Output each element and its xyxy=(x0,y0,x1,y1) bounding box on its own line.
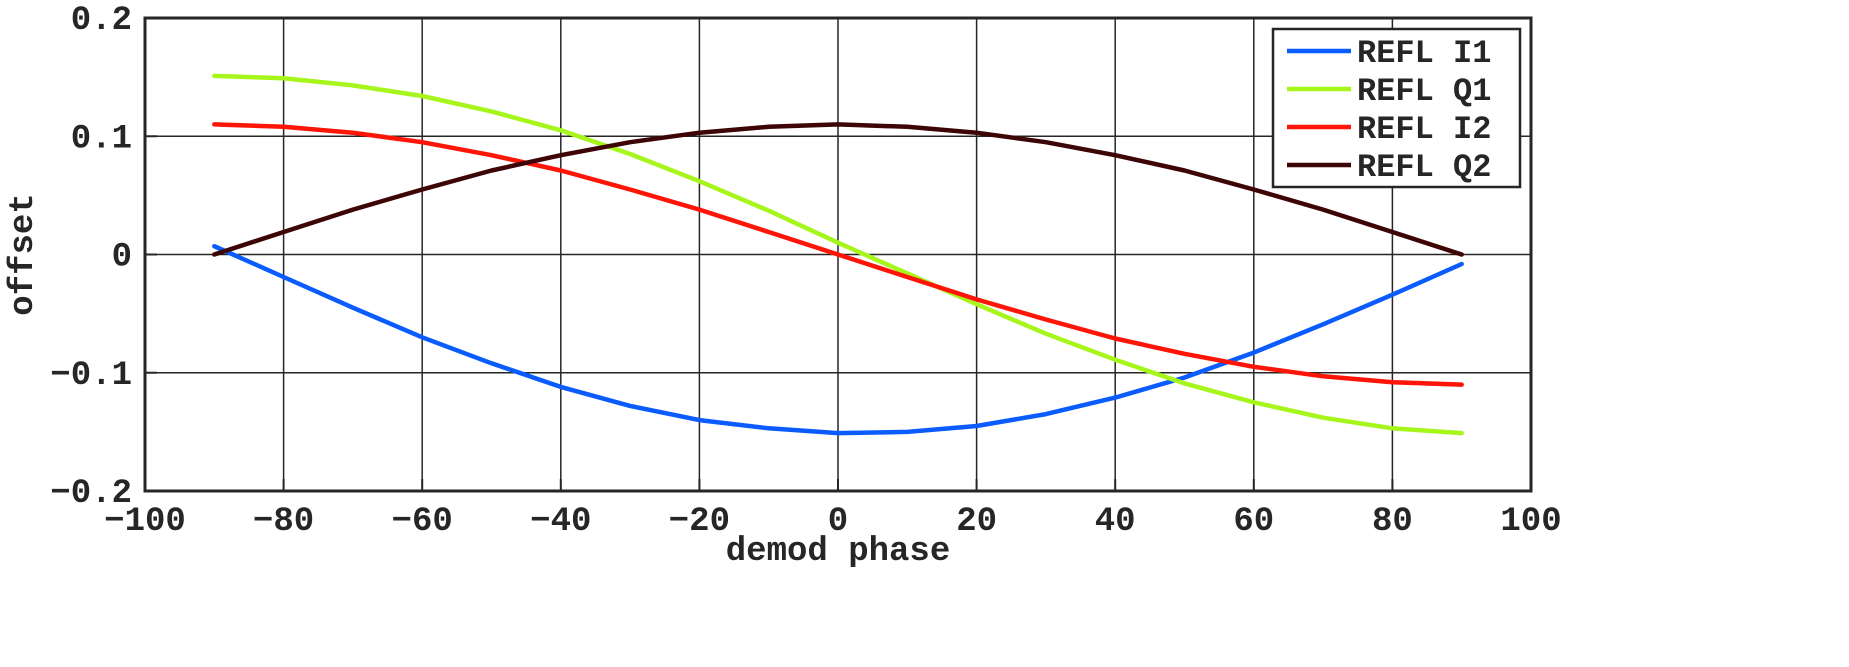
legend-label-refl-i1: REFL I1 xyxy=(1357,35,1491,72)
y-axis-label: offset xyxy=(5,193,43,315)
y-tick-label: −0.1 xyxy=(50,357,132,395)
x-tick-label: −80 xyxy=(253,503,314,541)
x-tick-label: −100 xyxy=(104,503,186,541)
legend-label-refl-i2: REFL I2 xyxy=(1357,111,1491,148)
x-tick-label: 80 xyxy=(1372,503,1413,541)
legend-label-refl-q1: REFL Q1 xyxy=(1357,73,1491,110)
x-tick-label: 0 xyxy=(828,503,848,541)
legend-label-refl-q2: REFL Q2 xyxy=(1357,149,1491,186)
y-tick-label: 0 xyxy=(112,239,132,277)
x-tick-label: −20 xyxy=(669,503,730,541)
x-axis-ticks: −100 −80 −60 −40 −20 0 20 40 60 80 100 xyxy=(104,479,1562,541)
x-tick-label: 60 xyxy=(1233,503,1274,541)
legend-box xyxy=(1271,27,1522,189)
x-tick-label: −40 xyxy=(530,503,591,541)
series-line-refl-q2 xyxy=(212,122,1464,257)
y-tick-label: −0.2 xyxy=(50,475,132,513)
y-axis-ticks: −0.2 −0.1 0 0.1 0.2 xyxy=(50,2,157,513)
y-tick-label: 0.1 xyxy=(71,120,132,158)
series-layer xyxy=(212,73,1464,436)
x-tick-label: 20 xyxy=(956,503,997,541)
x-tick-label: −60 xyxy=(392,503,453,541)
x-tick-label: 40 xyxy=(1095,503,1136,541)
y-tick-label: 0.2 xyxy=(71,2,132,40)
x-axis-label: demod phase xyxy=(726,533,950,571)
series-line-refl-i1 xyxy=(212,243,1464,436)
x-tick-label: 100 xyxy=(1500,503,1561,541)
series-line-refl-i2 xyxy=(212,122,1464,387)
series-line-refl-q1 xyxy=(212,73,1464,436)
